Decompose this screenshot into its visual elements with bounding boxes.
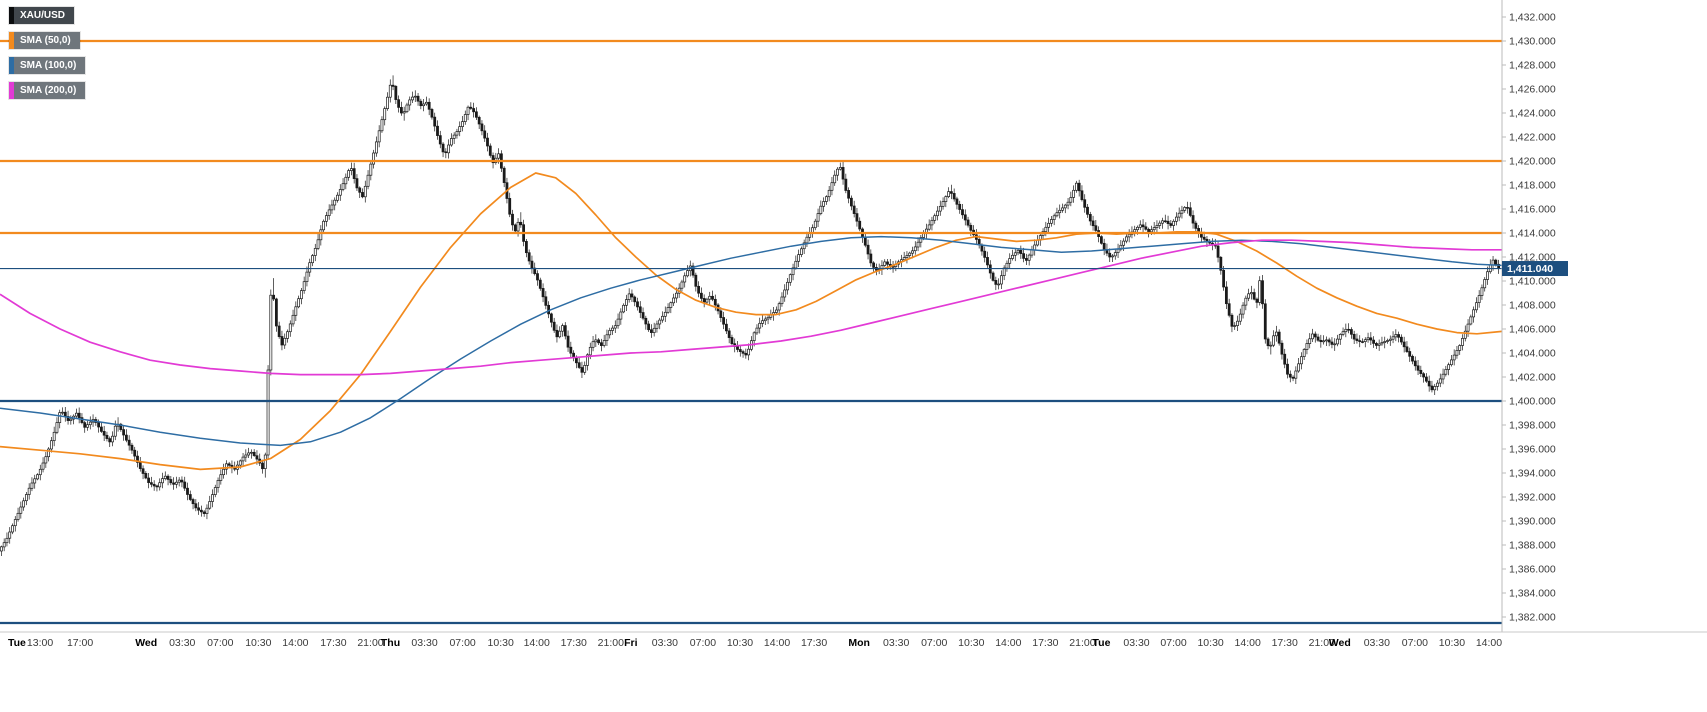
time-tick-label: 14:00 bbox=[524, 637, 550, 649]
time-tick-label: 03:30 bbox=[169, 637, 195, 649]
time-tick-label: 21:00 bbox=[1069, 637, 1095, 649]
time-tick-label: 03:30 bbox=[1123, 637, 1149, 649]
time-day-label: Mon bbox=[848, 637, 870, 649]
indicator-legend-sma-100-0[interactable]: SMA (100,0) bbox=[9, 57, 86, 74]
price-tick-label: 1,404.000 bbox=[1509, 348, 1556, 360]
price-axis[interactable]: 1,432.000 1,430.000 1,428.000 1,426.000 1,42… bbox=[1502, 12, 1556, 624]
candlestick-series bbox=[0, 75, 1501, 556]
price-tick-label: 1,410.000 bbox=[1509, 276, 1556, 288]
time-tick-label: 14:00 bbox=[282, 637, 308, 649]
current-price-value: 1,411.040 bbox=[1507, 263, 1553, 275]
symbol-legend[interactable]: XAU/USD bbox=[9, 7, 75, 24]
time-tick-label: 10:30 bbox=[1439, 637, 1465, 649]
price-tick-label: 1,418.000 bbox=[1509, 180, 1556, 192]
time-day-label: Tue bbox=[8, 637, 26, 649]
price-tick-label: 1,394.000 bbox=[1509, 468, 1556, 480]
time-tick-label: 10:30 bbox=[245, 637, 271, 649]
time-tick-label: 14:00 bbox=[1476, 637, 1502, 649]
time-tick-label: 10:30 bbox=[1197, 637, 1223, 649]
price-tick-label: 1,426.000 bbox=[1509, 84, 1556, 96]
current-price-tag: 1,411.040 bbox=[1502, 261, 1568, 277]
time-tick-label: 17:30 bbox=[561, 637, 587, 649]
price-tick-label: 1,428.000 bbox=[1509, 60, 1556, 72]
time-tick-label: 07:00 bbox=[1402, 637, 1428, 649]
time-tick-label: 14:00 bbox=[995, 637, 1021, 649]
price-tick-label: 1,424.000 bbox=[1509, 108, 1556, 120]
price-tick-label: 1,396.000 bbox=[1509, 444, 1556, 456]
support-resistance-lines bbox=[0, 39, 1502, 625]
time-tick-label: 03:30 bbox=[652, 637, 678, 649]
time-tick-label: 03:30 bbox=[1364, 637, 1390, 649]
price-tick-label: 1,384.000 bbox=[1509, 588, 1556, 600]
time-tick-label: 07:00 bbox=[207, 637, 233, 649]
price-tick-label: 1,406.000 bbox=[1509, 324, 1556, 336]
time-day-label: Fri bbox=[624, 637, 638, 649]
indicator-legend-list: SMA (50,0) SMA (100,0) SMA (200,0) bbox=[9, 32, 86, 99]
price-tick-label: 1,402.000 bbox=[1509, 372, 1556, 384]
price-tick-label: 1,414.000 bbox=[1509, 228, 1556, 240]
time-tick-label: 10:30 bbox=[958, 637, 984, 649]
indicator-label: SMA (50,0) bbox=[20, 35, 71, 46]
time-tick-label: 07:00 bbox=[449, 637, 475, 649]
time-tick-label: 14:00 bbox=[1235, 637, 1261, 649]
indicator-label: SMA (200,0) bbox=[20, 85, 77, 96]
price-tick-label: 1,398.000 bbox=[1509, 420, 1556, 432]
time-tick-label: 21:00 bbox=[357, 637, 383, 649]
time-tick-label: 17:30 bbox=[320, 637, 346, 649]
time-tick-label: 07:00 bbox=[1160, 637, 1186, 649]
price-tick-label: 1,432.000 bbox=[1509, 12, 1556, 24]
time-day-label: Tue bbox=[1093, 637, 1111, 649]
time-day-label: Thu bbox=[381, 637, 400, 649]
price-tick-label: 1,416.000 bbox=[1509, 204, 1556, 216]
time-day-label: Wed bbox=[1329, 637, 1351, 649]
price-tick-label: 1,408.000 bbox=[1509, 300, 1556, 312]
time-tick-label: 07:00 bbox=[690, 637, 716, 649]
price-tick-label: 1,430.000 bbox=[1509, 36, 1556, 48]
time-tick-label: 13:00 bbox=[27, 637, 53, 649]
time-axis[interactable]: Tue 13:00 17:00 Wed 03:30 07:00 10:30 14:00 17:3… bbox=[8, 637, 1502, 649]
time-tick-label: 17:30 bbox=[1032, 637, 1058, 649]
time-tick-label: 10:30 bbox=[488, 637, 514, 649]
price-tick-label: 1,388.000 bbox=[1509, 540, 1556, 552]
price-tick-label: 1,390.000 bbox=[1509, 516, 1556, 528]
sma-line-sma200 bbox=[0, 239, 1502, 376]
time-tick-label: 07:00 bbox=[921, 637, 947, 649]
time-tick-label: 17:30 bbox=[1272, 637, 1298, 649]
time-tick-label: 03:30 bbox=[411, 637, 437, 649]
time-tick-label: 17:30 bbox=[801, 637, 827, 649]
sma-line-sma50 bbox=[0, 172, 1503, 471]
price-tick-label: 1,386.000 bbox=[1509, 564, 1556, 576]
time-tick-label: 03:30 bbox=[883, 637, 909, 649]
price-tick-label: 1,392.000 bbox=[1509, 492, 1556, 504]
price-tick-label: 1,412.000 bbox=[1509, 252, 1556, 264]
axes-frame bbox=[0, 0, 1707, 633]
price-tick-label: 1,422.000 bbox=[1509, 132, 1556, 144]
chart-legend: XAU/USD SMA (50,0) SMA (100,0) SMA (200,0) bbox=[9, 7, 86, 99]
symbol-label: XAU/USD bbox=[20, 10, 66, 21]
indicator-label: SMA (100,0) bbox=[20, 60, 77, 71]
time-tick-label: 21:00 bbox=[598, 637, 624, 649]
indicator-legend-sma-50-0[interactable]: SMA (50,0) bbox=[9, 32, 80, 49]
time-day-label: Wed bbox=[135, 637, 157, 649]
price-tick-label: 1,400.000 bbox=[1509, 396, 1556, 408]
sma-line-sma100 bbox=[0, 235, 1503, 447]
time-tick-label: 21:00 bbox=[1309, 637, 1335, 649]
price-tick-label: 1,420.000 bbox=[1509, 156, 1556, 168]
price-tick-label: 1,382.000 bbox=[1509, 612, 1556, 624]
time-tick-label: 17:00 bbox=[67, 637, 93, 649]
time-tick-label: 10:30 bbox=[727, 637, 753, 649]
time-tick-label: 14:00 bbox=[764, 637, 790, 649]
indicator-legend-sma-200-0[interactable]: SMA (200,0) bbox=[9, 82, 86, 99]
